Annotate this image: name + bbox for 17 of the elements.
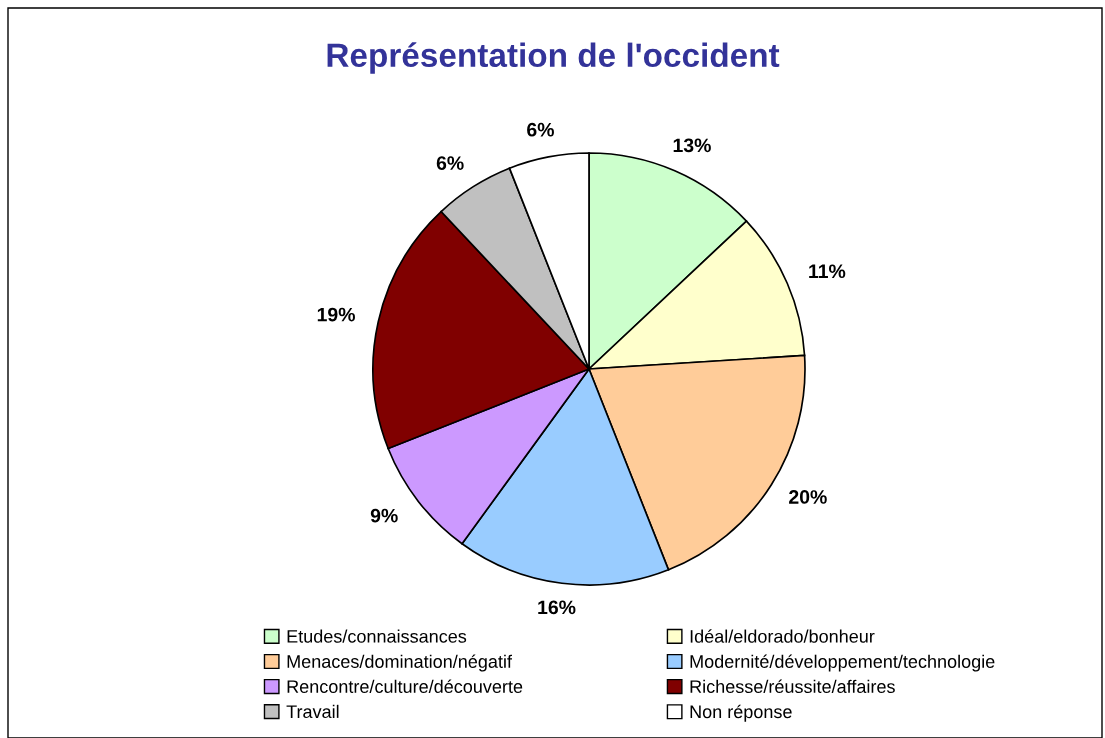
data-label: 11% — [809, 264, 846, 279]
data-label: 19% — [317, 307, 355, 322]
chart-title: Représentation de l'occident — [327, 42, 780, 74]
legend-label: Travail — [286, 704, 339, 719]
legend-label: Menaces/domination/négatif — [287, 654, 512, 672]
data-label: 6% — [527, 122, 554, 137]
data-label: 6% — [436, 156, 464, 170]
legend-label: Richesse/réussite/affaires — [690, 679, 895, 694]
data-label: 13% — [673, 138, 711, 153]
data-label: 9% — [370, 508, 398, 523]
legend-label: Rencontre/culture/découverte — [287, 679, 523, 694]
legend-label: Modernité/développement/technologie — [690, 654, 995, 672]
data-label: 16% — [538, 600, 576, 615]
legend-label: Non réponse — [690, 704, 792, 722]
data-label: 20% — [789, 490, 827, 504]
legend-label: Etudes/connaissances — [287, 629, 467, 643]
legend-label: Idéal/eldorado/bonheur — [690, 629, 875, 643]
